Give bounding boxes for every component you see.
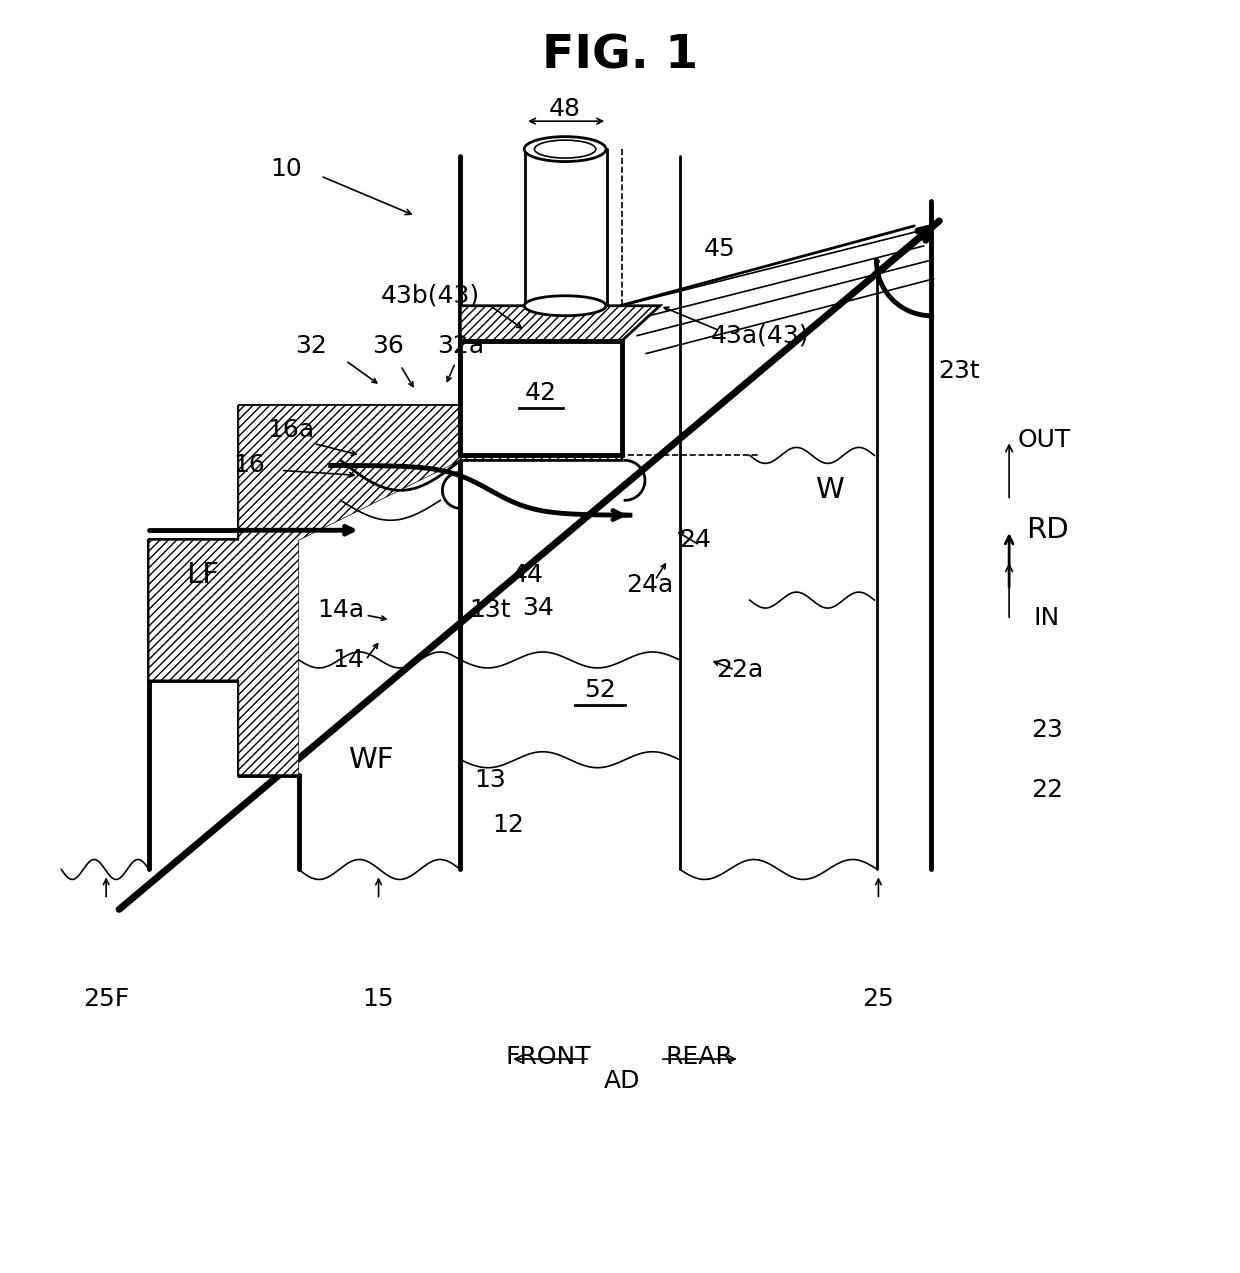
- Text: 15: 15: [363, 987, 394, 1011]
- Text: 23: 23: [1032, 718, 1063, 742]
- Text: 52: 52: [584, 679, 616, 701]
- Text: OUT: OUT: [1018, 429, 1070, 452]
- Text: 24a: 24a: [626, 573, 673, 597]
- Ellipse shape: [525, 136, 606, 162]
- Text: 24: 24: [678, 528, 711, 552]
- Text: FIG. 1: FIG. 1: [542, 34, 698, 79]
- Text: 14a: 14a: [317, 598, 365, 622]
- Text: W: W: [815, 476, 844, 504]
- Text: 14: 14: [332, 648, 365, 672]
- Text: RD: RD: [1025, 517, 1069, 545]
- Text: 34: 34: [522, 596, 554, 620]
- Text: 10: 10: [270, 157, 301, 181]
- Polygon shape: [149, 406, 460, 775]
- Text: 45: 45: [704, 237, 735, 261]
- Text: 16a: 16a: [267, 419, 314, 443]
- Text: 32a: 32a: [436, 334, 484, 358]
- Text: 13t: 13t: [470, 598, 511, 622]
- Text: 42: 42: [526, 381, 557, 405]
- Ellipse shape: [525, 295, 606, 316]
- Text: 48: 48: [549, 97, 582, 121]
- Text: FRONT: FRONT: [506, 1045, 591, 1069]
- Text: 23t: 23t: [939, 359, 980, 383]
- Text: 44: 44: [512, 563, 544, 587]
- Text: 43b(43): 43b(43): [381, 284, 480, 308]
- Text: REAR: REAR: [666, 1045, 734, 1069]
- Text: 25: 25: [863, 987, 894, 1011]
- Text: 12: 12: [492, 812, 525, 836]
- Polygon shape: [460, 306, 660, 461]
- Bar: [460, 341, 622, 456]
- Text: WF: WF: [347, 746, 393, 774]
- Text: 13: 13: [475, 768, 506, 792]
- Text: LF: LF: [186, 561, 219, 589]
- Text: 22: 22: [1030, 778, 1063, 802]
- Text: 25F: 25F: [83, 987, 129, 1011]
- Text: 32: 32: [295, 334, 326, 358]
- Text: 22a: 22a: [717, 658, 764, 682]
- Text: 43a(43): 43a(43): [711, 323, 808, 348]
- Text: 16: 16: [233, 453, 265, 477]
- Text: AD: AD: [604, 1069, 640, 1094]
- Text: IN: IN: [1034, 606, 1060, 630]
- Text: 36: 36: [372, 334, 404, 358]
